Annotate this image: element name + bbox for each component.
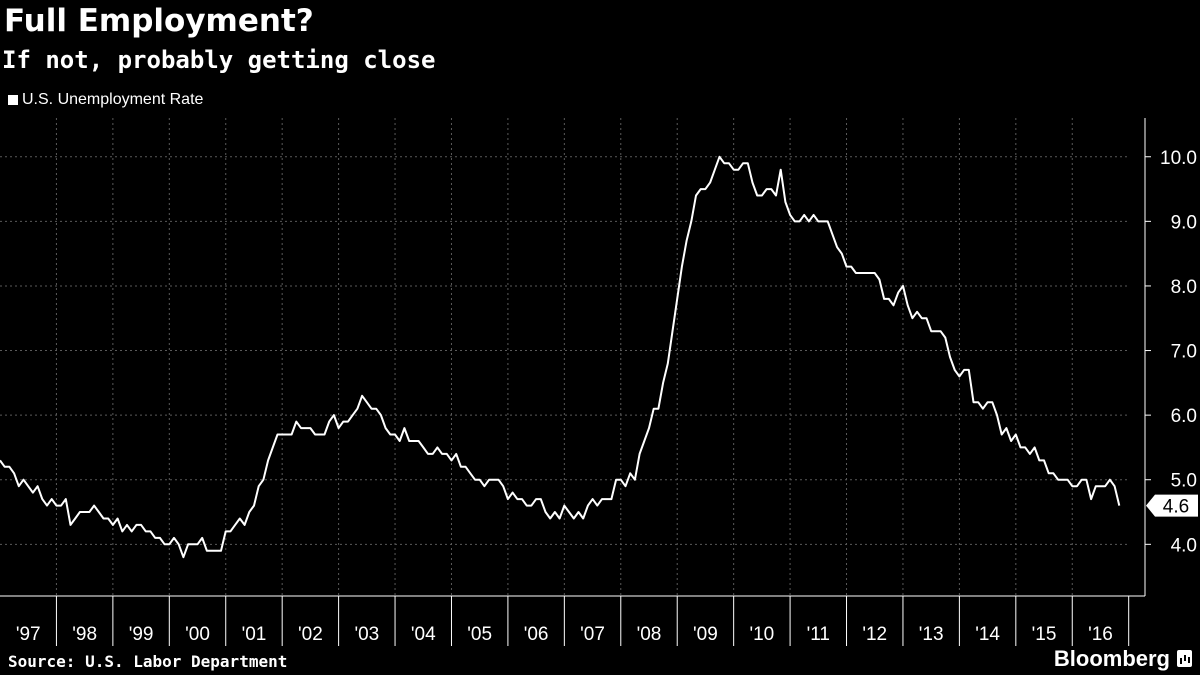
y-tick-label: 6.0: [1171, 406, 1197, 427]
legend: U.S. Unemployment Rate: [8, 90, 203, 110]
x-tick-label: '10: [749, 624, 774, 645]
x-tick-label: '99: [129, 624, 154, 645]
x-tick-label: '15: [1032, 624, 1057, 645]
x-tick-label: '16: [1088, 624, 1113, 645]
x-tick-label: '14: [975, 624, 1000, 645]
x-tick-label: '09: [693, 624, 718, 645]
x-tick-label: '02: [298, 624, 323, 645]
y-tick-label: 7.0: [1171, 342, 1197, 363]
x-tick-label: '13: [919, 624, 944, 645]
y-tick-label: 9.0: [1171, 212, 1197, 233]
y-tick-label: 10.0: [1160, 148, 1197, 169]
x-tick-label: '04: [411, 624, 436, 645]
x-tick-label: '00: [185, 624, 210, 645]
legend-label: U.S. Unemployment Rate: [22, 91, 204, 108]
chart-title: Full Employment?: [4, 3, 314, 39]
x-tick-label: '12: [862, 624, 887, 645]
x-tick-label: '05: [467, 624, 492, 645]
y-tick-label: 8.0: [1171, 277, 1197, 298]
x-tick-label: '97: [16, 624, 41, 645]
x-tick-label: '98: [72, 624, 97, 645]
x-tick-label: '08: [637, 624, 662, 645]
series-line-unemployment-rate: [0, 155, 1121, 559]
legend-swatch: [8, 95, 18, 105]
last-value-box: [1146, 494, 1198, 517]
x-tick-label: '01: [242, 624, 267, 645]
x-tick-label: '06: [524, 624, 549, 645]
x-tick-label: '11: [807, 624, 830, 645]
bloomberg-chart-icon: [1177, 650, 1192, 667]
y-tick-label: 5.0: [1171, 471, 1197, 492]
y-tick-label: 4.0: [1171, 535, 1197, 556]
x-tick-label: '03: [354, 624, 379, 645]
last-value-label: 4.6: [1163, 497, 1189, 518]
x-tick-label: '07: [580, 624, 605, 645]
brand-logo: Bloomberg: [1053, 646, 1170, 671]
source-note: Source: U.S. Labor Department: [8, 652, 288, 671]
chart-subtitle: If not, probably getting close: [2, 46, 436, 74]
